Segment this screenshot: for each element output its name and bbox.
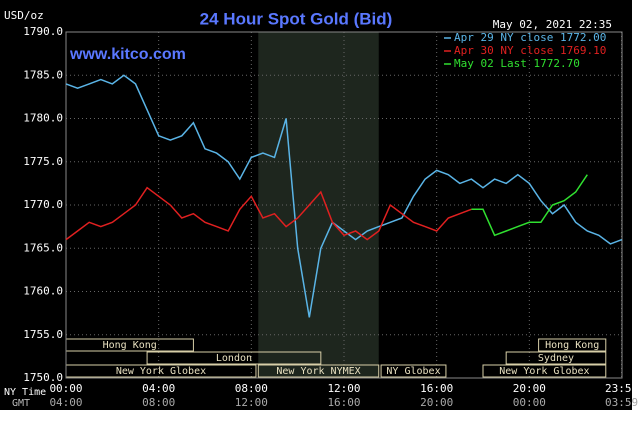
legend-entry: Apr 30 NY close 1769.10: [454, 44, 606, 57]
x-tick-label: 00:00: [49, 382, 82, 395]
session-box: [146, 351, 322, 365]
y-tick-label: 1770.0: [23, 198, 63, 211]
session-label: London: [216, 353, 252, 364]
x-tick-label: 08:00: [235, 382, 268, 395]
gmt-tick-label: 20:00: [420, 396, 453, 409]
gmt-tick-label: 00:00: [513, 396, 546, 409]
x-tick-label: 23:59: [605, 382, 638, 395]
session-label: New York Globex: [499, 366, 589, 377]
session-label: Hong Kong: [103, 340, 157, 351]
gmt-tick-label: 03:59: [605, 396, 638, 409]
y-tick-label: 1765.0: [23, 241, 63, 254]
x-tick-label: 12:00: [327, 382, 360, 395]
gmt-tick-label: 12:00: [235, 396, 268, 409]
gmt-tick-label: 04:00: [49, 396, 82, 409]
watermark: www.kitco.com: [69, 46, 186, 63]
plot-border: [65, 31, 623, 379]
session-label: NY Globex: [386, 366, 440, 377]
session-box: [538, 338, 607, 352]
timestamp: May 02, 2021 22:35: [493, 18, 612, 31]
legend-entry: May 02 Last 1772.70: [454, 57, 580, 70]
gmt-tick-label: 16:00: [327, 396, 360, 409]
y-tick-label: 1790.0: [23, 25, 63, 38]
gmt-tick-label: 08:00: [142, 396, 175, 409]
series-line: [65, 74, 623, 318]
y-tick-label: 1755.0: [23, 328, 63, 341]
session-label: Sydney: [538, 353, 574, 364]
session-box: [257, 364, 380, 378]
y-tick-label: 1775.0: [23, 155, 63, 168]
legend-entry: Apr 29 NY close 1772.00: [454, 31, 606, 44]
x-tick-label: 16:00: [420, 382, 453, 395]
series-line: [65, 186, 472, 241]
unit-label: USD/oz: [4, 9, 44, 22]
session-box: [482, 364, 607, 378]
session-label: New York Globex: [116, 366, 206, 377]
series-line: [471, 174, 588, 237]
y-tick-label: 1760.0: [23, 285, 63, 298]
session-box: [505, 351, 607, 365]
chart-title: 24 Hour Spot Gold (Bid): [200, 9, 393, 28]
session-label: New York NYMEX: [276, 366, 360, 377]
session-label: Hong Kong: [545, 340, 599, 351]
y-tick-label: 1785.0: [23, 68, 63, 81]
y-tick-label: 1750.0: [23, 371, 63, 384]
x-tick-label: 04:00: [142, 382, 175, 395]
x-row-label: NY Time: [4, 387, 46, 398]
session-box: [380, 364, 447, 378]
x-tick-label: 20:00: [513, 382, 546, 395]
y-tick-label: 1780.0: [23, 112, 63, 125]
x-row-label: GMT: [12, 398, 30, 409]
